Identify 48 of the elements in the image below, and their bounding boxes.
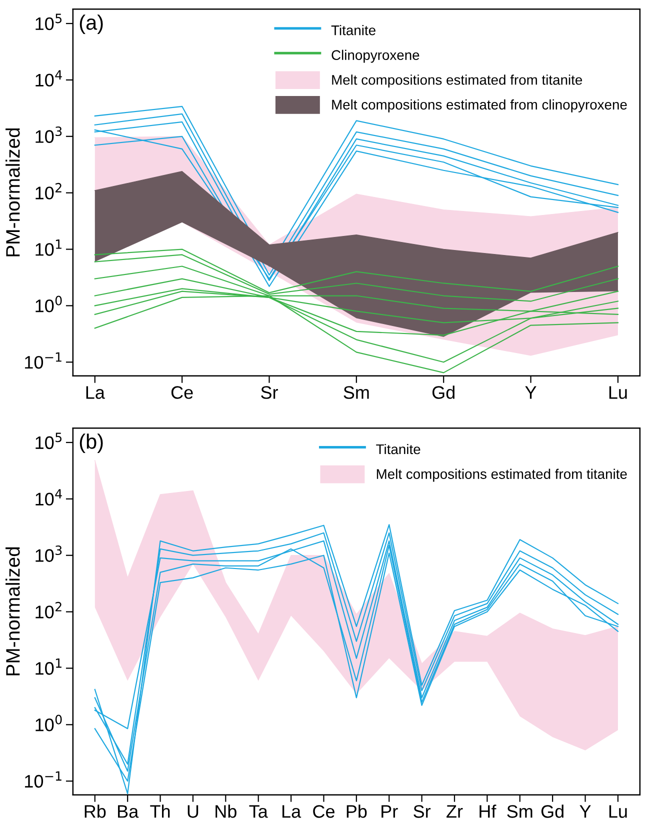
legend-label: Clinopyroxene [332, 50, 420, 63]
y-tick-label: 10$^{4}$ [36, 489, 62, 506]
legend-label: Titanite [331, 25, 376, 36]
x-tick-label: Y [580, 805, 591, 818]
x-tick-label: La [86, 386, 105, 399]
chart-title: (a) [80, 14, 103, 34]
chart-title: (b) [80, 434, 103, 453]
x-tick-label: Rb [84, 804, 106, 818]
y-tick-label: 10$^{−1}$ [25, 771, 62, 788]
y-tick-label: 10$^{0}$ [36, 296, 62, 312]
x-tick-label: Y [525, 386, 536, 399]
y-tick-label: 10$^{1}$ [36, 240, 62, 256]
x-tick-label: Gd [541, 804, 564, 818]
y-tick-label: 10$^{5}$ [36, 14, 62, 30]
legend-label: Melt compositions estimated from clinopyroxene [332, 99, 627, 112]
legend-label: Titanite [376, 444, 420, 454]
x-tick-label: Sm [507, 805, 532, 818]
x-tick-label: Th [150, 804, 170, 818]
x-tick-label: Hf [480, 804, 496, 818]
y-tick-label: 10$^{2}$ [36, 602, 62, 618]
y-axis-title: PM-normalized [6, 547, 20, 676]
x-tick-label: Sr [261, 386, 278, 399]
x-tick-label: Nb [216, 804, 236, 818]
x-tick-label: La [282, 805, 302, 818]
x-tick-label: U [188, 805, 198, 818]
legend-label: Melt compositions estimated from titanite [332, 74, 582, 88]
x-tick-label: Ce [171, 386, 193, 399]
y-tick-label: 10$^{4}$ [36, 70, 62, 87]
x-tick-label: Ce [313, 805, 334, 818]
y-tick-label: 10$^{0}$ [36, 714, 62, 732]
y-tick-label: 10$^{3}$ [36, 545, 62, 562]
y-tick-label: 10$^{3}$ [36, 126, 62, 143]
x-tick-label: Sm [344, 386, 369, 399]
y-axis-title: PM-normalized [6, 128, 20, 256]
x-tick-label: Sr [414, 805, 431, 818]
y-tick-label: 10$^{5}$ [36, 432, 62, 450]
x-tick-label: Ba [118, 805, 139, 818]
y-tick-label: 10$^{−1}$ [25, 352, 62, 369]
x-tick-label: Pr [382, 805, 398, 818]
y-tick-label: 10$^{1}$ [36, 658, 62, 675]
legend-label: Melt compositions estimated from titanite [376, 468, 627, 482]
x-tick-label: Ta [249, 805, 268, 818]
x-tick-label: Gd [432, 386, 454, 399]
x-tick-label: Lu [609, 805, 627, 818]
x-tick-label: Pb [346, 804, 367, 818]
y-tick-label: 10$^{2}$ [36, 182, 62, 200]
x-tick-label: Zr [446, 805, 463, 818]
x-tick-label: Lu [609, 386, 627, 399]
